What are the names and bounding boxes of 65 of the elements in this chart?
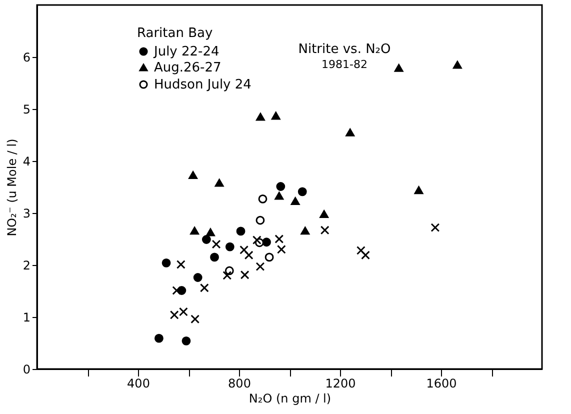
y-tick-label: 5 <box>22 102 30 116</box>
point <box>225 242 234 252</box>
point <box>394 64 404 72</box>
y-tick-label: 6 <box>22 50 30 64</box>
point <box>452 60 462 69</box>
legend-title: Raritan Bay <box>137 26 213 41</box>
y-tick-label: 2 <box>22 258 30 272</box>
point <box>162 258 171 268</box>
x-tick-label: 400 <box>127 376 150 390</box>
point <box>361 250 370 260</box>
point <box>356 246 366 255</box>
x-tick-label: 1600 <box>426 376 457 390</box>
y-tick-label: 1 <box>22 310 30 324</box>
point <box>206 228 215 236</box>
point <box>256 112 265 121</box>
point <box>256 262 265 272</box>
point <box>414 186 424 194</box>
point <box>244 250 254 260</box>
text: Nitrite vs. N₂O <box>298 42 391 57</box>
point <box>154 334 164 343</box>
point <box>190 314 200 324</box>
point <box>274 234 284 244</box>
legend-label: July 22-24 <box>153 44 220 60</box>
point <box>170 310 179 320</box>
x-axis-title: N₂O (n gm / l) <box>248 392 332 406</box>
point <box>298 187 307 196</box>
legend-label: Hudson July 24 <box>154 78 252 92</box>
point <box>320 226 330 235</box>
point <box>252 236 262 244</box>
y-tick-label: 4 <box>22 154 30 168</box>
point <box>212 240 221 249</box>
point <box>240 245 249 254</box>
point <box>176 260 186 269</box>
point <box>346 128 355 136</box>
point <box>240 270 250 280</box>
point <box>188 171 198 179</box>
point <box>200 283 209 292</box>
x-tick-label: 1200 <box>325 376 356 390</box>
y-axis-title: NO₂⁻ (u Mole / l) <box>4 138 19 236</box>
point <box>222 270 232 280</box>
point <box>182 336 191 346</box>
point <box>202 235 211 244</box>
point <box>274 192 284 200</box>
point <box>271 112 280 120</box>
point <box>214 178 224 187</box>
point <box>236 226 246 236</box>
point <box>264 252 274 262</box>
legend-label: Aug.26-27 <box>154 60 222 76</box>
point <box>193 273 202 282</box>
point <box>210 252 219 262</box>
point <box>190 226 200 235</box>
y-tick-label: 0 <box>22 362 30 376</box>
point <box>262 238 271 247</box>
point <box>430 223 440 232</box>
point <box>300 226 310 235</box>
point <box>290 197 300 205</box>
y-tick-label: 3 <box>22 206 30 220</box>
point <box>178 307 188 316</box>
x-tick-label: 800 <box>228 376 251 390</box>
point <box>256 216 265 225</box>
point <box>320 210 329 218</box>
point <box>276 244 286 254</box>
point <box>258 194 268 204</box>
text: 1981-82 <box>322 58 368 71</box>
point <box>276 182 286 191</box>
